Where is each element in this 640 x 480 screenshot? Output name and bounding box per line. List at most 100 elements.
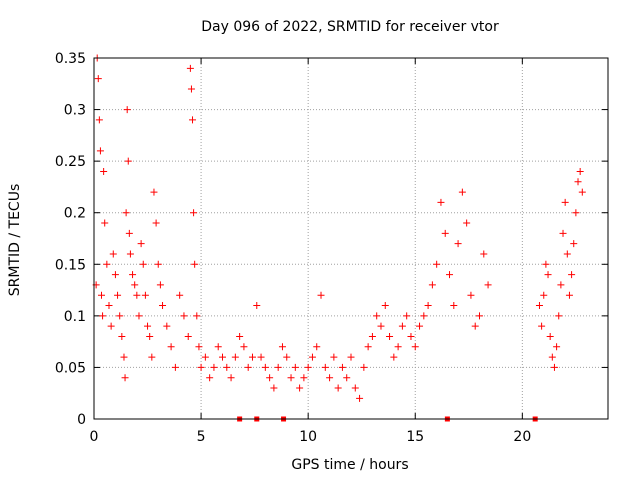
y-tick-label: 0.3 (64, 103, 86, 119)
y-axis-label: SRMTID / TECUs (7, 184, 23, 297)
data-point (308, 353, 316, 361)
data-point (107, 322, 115, 330)
data-point (484, 281, 492, 289)
y-tick-label: 0.35 (55, 51, 86, 67)
y-tick-label: 0.15 (55, 257, 86, 273)
data-point (546, 332, 554, 340)
grid-layer (94, 58, 608, 419)
data-point (317, 291, 325, 299)
data-point (454, 240, 462, 248)
data-point (278, 343, 286, 351)
data-point (283, 353, 291, 361)
y-tick-label: 0.05 (55, 360, 86, 376)
data-point (191, 260, 199, 268)
data-point (411, 343, 419, 351)
data-point (121, 374, 129, 382)
data-point (544, 271, 552, 279)
data-point (398, 322, 406, 330)
data-point (291, 363, 299, 371)
data-point (538, 322, 546, 330)
data-point (187, 85, 195, 93)
data-point (555, 312, 563, 320)
data-point (95, 116, 103, 124)
data-point (257, 353, 265, 361)
data-point (144, 322, 152, 330)
data-point (236, 332, 244, 340)
data-point (471, 322, 479, 330)
data-point (574, 178, 582, 186)
data-point (377, 322, 385, 330)
data-point (139, 260, 147, 268)
data-point (227, 374, 235, 382)
data-point (463, 219, 471, 227)
data-point (394, 343, 402, 351)
data-point (253, 302, 261, 310)
data-point (535, 302, 543, 310)
data-point (131, 281, 139, 289)
data-point (356, 394, 364, 402)
data-point (206, 374, 214, 382)
data-point (109, 250, 117, 258)
x-tick-label: 5 (197, 429, 206, 445)
data-point (122, 209, 130, 217)
data-point (373, 312, 381, 320)
data-point (135, 312, 143, 320)
data-point (261, 363, 269, 371)
data-point (334, 384, 342, 392)
data-point (163, 322, 171, 330)
data-point (480, 250, 488, 258)
data-point (99, 312, 107, 320)
data-point (111, 271, 119, 279)
data-point (248, 353, 256, 361)
data-point (296, 384, 304, 392)
x-axis-label: GPS time / hours (291, 457, 408, 473)
data-point (193, 312, 201, 320)
data-point (446, 271, 454, 279)
data-point (578, 188, 586, 196)
data-point (300, 374, 308, 382)
data-point (124, 157, 132, 165)
data-point (118, 332, 126, 340)
data-point (219, 353, 226, 361)
data-point (368, 332, 376, 340)
y-tick-label: 0.25 (55, 154, 86, 170)
plot-frame (93, 57, 609, 420)
data-point (148, 353, 156, 361)
data-point (330, 353, 338, 361)
data-point (114, 291, 122, 299)
x-tick-label: 10 (299, 429, 317, 445)
data-point (326, 374, 334, 382)
x-tick-label: 20 (513, 429, 531, 445)
data-point (476, 312, 483, 320)
data-point (572, 209, 580, 217)
data-point (197, 363, 205, 371)
data-point (244, 363, 252, 371)
data-point (270, 384, 278, 392)
data-point (195, 343, 203, 351)
data-point (96, 147, 104, 155)
data-point (559, 229, 567, 237)
data-point (146, 332, 154, 340)
data-point (351, 384, 359, 392)
data-point (553, 343, 561, 351)
data-point (167, 343, 175, 351)
data-point (467, 291, 475, 299)
data-point (156, 281, 164, 289)
data-point (154, 260, 162, 268)
data-point (214, 343, 222, 351)
data-point (150, 188, 158, 196)
data-point (129, 271, 137, 279)
data-point (266, 374, 274, 382)
data-point (565, 291, 573, 299)
data-point (240, 343, 248, 351)
data-point (441, 229, 449, 237)
data-point (548, 353, 556, 361)
y-tick-label: 0 (77, 412, 86, 428)
data-point (420, 312, 428, 320)
chart-title: Day 096 of 2022, SRMTID for receiver vto… (201, 19, 499, 35)
data-point (210, 363, 218, 371)
data-point (563, 250, 571, 258)
data-point (100, 167, 108, 175)
data-point (576, 167, 584, 175)
